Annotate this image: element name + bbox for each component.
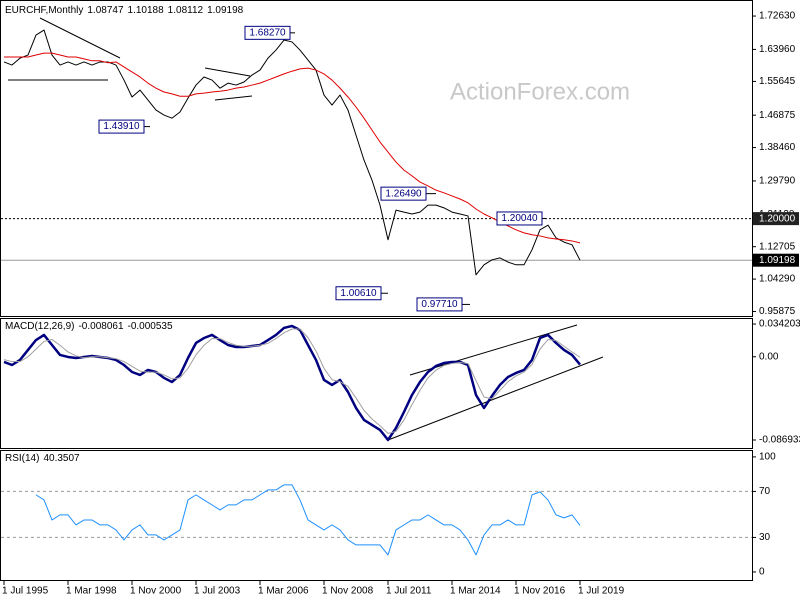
y-tick-label: 1.38460	[759, 142, 796, 153]
series-line	[3, 328, 581, 434]
y-tick-label: -0.086933	[759, 435, 800, 446]
annotation-box	[98, 119, 145, 134]
y-tick-label: 0.00	[759, 351, 779, 362]
rsi-title: RSI(14)	[5, 453, 39, 464]
annotation-label: 1.43910	[103, 121, 140, 132]
annotation-label: 1.26490	[385, 188, 422, 199]
annotation-label: 1.20040	[501, 213, 538, 224]
annotation-box	[380, 186, 427, 201]
x-tick-label: 1 Nov 2008	[322, 586, 374, 597]
annotation-box	[244, 25, 291, 40]
rsi-header: RSI(14) 40.3507	[5, 453, 80, 464]
x-tick-label: 1 Jul 2019	[578, 586, 625, 597]
series-line	[35, 484, 581, 556]
y-tick-label: 1.04290	[759, 274, 796, 285]
series-line	[4, 52, 581, 244]
x-tick-label: 1 Mar 1998	[66, 586, 117, 597]
watermark: ActionForex.com	[450, 78, 630, 105]
price-line-box	[753, 253, 799, 267]
y-tick-label: 0.95875	[759, 306, 796, 317]
series-line	[3, 29, 581, 276]
price-panel-frame	[0, 0, 753, 317]
y-tick-label: 1.63960	[759, 44, 796, 55]
price-line-label: 1.09198	[759, 255, 796, 266]
high: 1.10188	[128, 5, 165, 16]
trend-line	[204, 67, 251, 77]
macd-header: MACD(12,26,9) -0.008061 -0.000535	[5, 321, 173, 332]
close: 1.09198	[207, 5, 244, 16]
annotation-label: 0.97710	[421, 299, 458, 310]
x-tick-label: 1 Nov 2000	[130, 586, 182, 597]
macd-panel-frame	[0, 318, 753, 449]
series-line	[3, 324, 581, 442]
y-tick-label: 1.29790	[759, 176, 796, 187]
y-tick-label: 1.72630	[759, 11, 796, 22]
y-tick-label: 0.034203	[759, 319, 800, 330]
price-line-box	[753, 212, 799, 226]
open: 1.08747	[87, 5, 124, 16]
trend-line	[39, 17, 121, 59]
annotation-box	[416, 297, 463, 312]
price-header: EURCHF,Monthly 1.08747 1.10188 1.08112 1.091…	[5, 5, 244, 16]
y-tick-label: 30	[759, 532, 771, 543]
trend-line	[409, 324, 578, 376]
annotation-label: 1.00610	[340, 288, 377, 299]
y-tick-label: 0	[759, 567, 765, 578]
price-line-label: 1.20000	[759, 213, 796, 224]
y-tick-label: 100	[759, 452, 776, 463]
rsi-panel-frame	[0, 450, 753, 581]
y-tick-label: 1.12705	[759, 241, 796, 252]
annotation-box	[335, 286, 382, 301]
x-tick-label: 1 Jul 1995	[2, 586, 49, 597]
x-tick-label: 1 Jul 2003	[194, 586, 241, 597]
signal-value: -0.000535	[128, 321, 173, 332]
x-tick-label: 1 Mar 2006	[258, 586, 309, 597]
x-tick-label: 1 Jul 2011	[386, 586, 432, 597]
x-tick-label: 1 Mar 2014	[450, 586, 501, 597]
y-tick-label: 1.46875	[759, 110, 796, 121]
y-tick-label: 70	[759, 486, 771, 497]
chart-title: EURCHF,Monthly	[5, 5, 83, 16]
x-tick-label: 1 Nov 2016	[514, 586, 566, 597]
trend-lines	[8, 17, 604, 441]
rsi-value: 40.3507	[43, 453, 80, 464]
trend-line	[387, 356, 604, 441]
macd-value: -0.008061	[78, 321, 123, 332]
y-tick-label: 1.55645	[759, 76, 796, 87]
annotation-box	[496, 211, 543, 226]
annotation-label: 1.68270	[249, 27, 286, 38]
low: 1.08112	[168, 5, 204, 16]
trend-line	[214, 95, 253, 101]
macd-title: MACD(12,26,9)	[5, 321, 74, 332]
